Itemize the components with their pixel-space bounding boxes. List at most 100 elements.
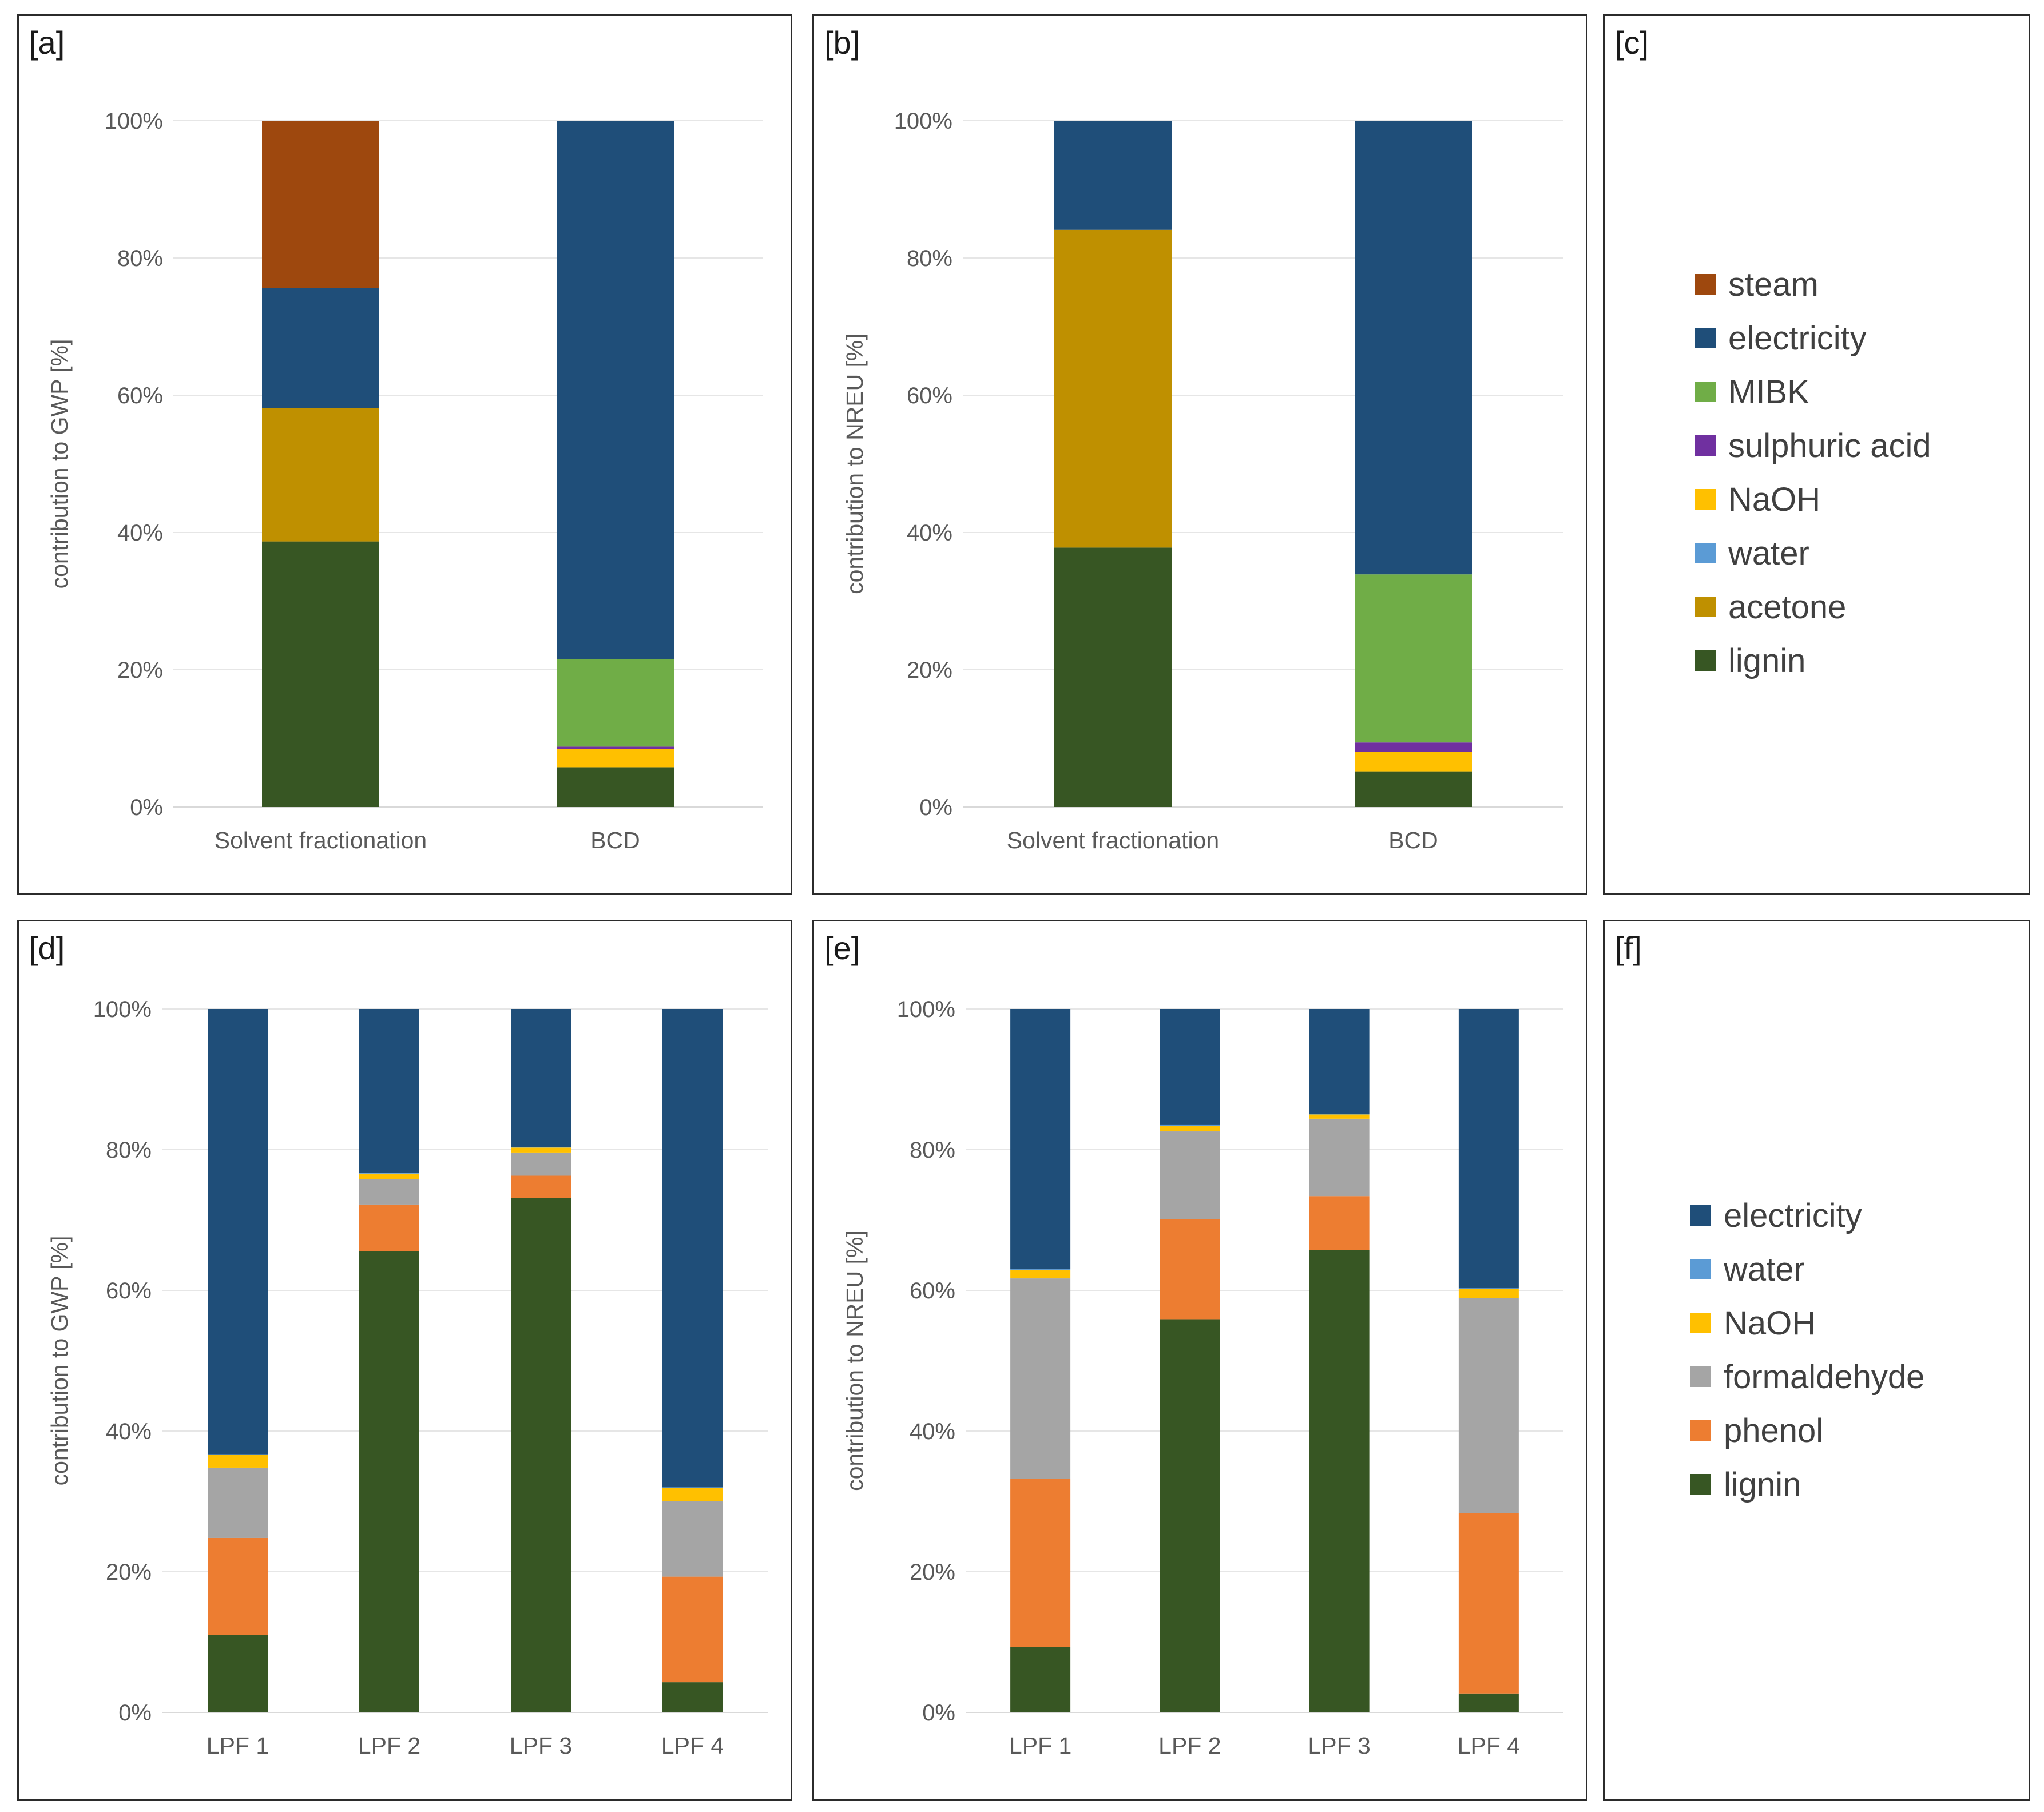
chart-d: 0% 20% 40% 60% 80% 100% contribution to GWP [%… (46, 997, 768, 1759)
legend-item-electricity: electricity (1690, 1189, 1924, 1242)
y-tick-label: 100% (93, 997, 152, 1022)
legend-label: formaldehyde (1724, 1358, 1925, 1396)
legend-swatch (1690, 1313, 1711, 1333)
bar-segment-electricity (1054, 121, 1172, 230)
bar-segment-naoh (359, 1173, 419, 1179)
legend-item-naoh: NaOH (1695, 472, 1931, 526)
y-tick-label: 80% (117, 246, 163, 271)
bar-segment-lignin (262, 541, 379, 807)
bar-segment-naoh (557, 749, 674, 768)
y-axis-label: contribution to NREU [%] (842, 333, 868, 594)
legend-item-steam: steam (1695, 257, 1931, 311)
legend-label: electricity (1728, 319, 1867, 357)
bar-segment-formaldehyde (511, 1152, 571, 1176)
bar-segment-acetone (262, 408, 379, 542)
bar-segment-electricity (359, 1009, 419, 1173)
y-tick-label: 40% (106, 1419, 152, 1444)
bar-segment-naoh (208, 1455, 268, 1468)
bar-segment-electricity (1010, 1009, 1071, 1270)
y-tick-label: 80% (907, 246, 952, 271)
bar-segment-formaldehyde (208, 1467, 268, 1538)
y-tick-label: 20% (907, 658, 952, 683)
bar-segment-naoh (662, 1488, 723, 1501)
category-label: LPF 4 (1458, 1732, 1520, 1759)
legend-item-lignin: lignin (1690, 1457, 1924, 1511)
bar-segment-formaldehyde (1458, 1298, 1519, 1513)
bar-segment-naoh (1309, 1114, 1370, 1119)
category-label: LPF 2 (358, 1732, 420, 1759)
legend-item-phenol: phenol (1690, 1404, 1924, 1457)
category-label: Solvent fractionation (1007, 827, 1220, 853)
legend-item-acetone: acetone (1695, 580, 1931, 634)
panel-f-label: [f] (1615, 930, 1642, 966)
y-tick-label: 20% (117, 658, 163, 683)
bar-segment-phenol (662, 1576, 723, 1683)
y-tick-label: 60% (907, 383, 952, 408)
bar-segment-phenol (1458, 1513, 1519, 1694)
bar-segment-phenol (1160, 1219, 1220, 1320)
legend-swatch (1695, 543, 1716, 563)
category-label: LPF 4 (661, 1732, 724, 1759)
y-tick-label: 0% (919, 795, 952, 820)
legend-item-water: water (1690, 1242, 1924, 1296)
legend-label: phenol (1724, 1412, 1824, 1449)
bar-segment-lignin (1054, 547, 1172, 807)
category-label: LPF 1 (207, 1732, 269, 1759)
bar-segment-lignin (662, 1682, 723, 1712)
bar-segment-acetone (1054, 229, 1172, 548)
bar-segment-mibk (1355, 574, 1472, 743)
bar-segment-formaldehyde (1309, 1118, 1370, 1197)
bar-segment-water (1010, 1269, 1071, 1270)
y-tick-label: 60% (117, 383, 163, 408)
y-tick-label: 80% (106, 1138, 152, 1163)
category-label: LPF 1 (1009, 1732, 1071, 1759)
y-axis-label: contribution to GWP [%] (46, 339, 73, 589)
bar-segment-formaldehyde (359, 1179, 419, 1205)
category-label: Solvent fractionation (215, 827, 427, 853)
bar-segment-water (1160, 1124, 1220, 1126)
bar-segment-electricity (557, 121, 674, 659)
legend-swatch (1695, 435, 1716, 456)
bar-segment-phenol (1010, 1479, 1071, 1647)
panel-b-label: [b] (824, 25, 860, 61)
legend-swatch (1695, 274, 1716, 295)
category-label: LPF 2 (1158, 1732, 1221, 1759)
legend-swatch (1690, 1259, 1711, 1279)
y-tick-label: 0% (118, 1700, 152, 1726)
legend-swatch (1695, 382, 1716, 402)
category-label: BCD (1388, 827, 1438, 853)
y-axis-label: contribution to GWP [%] (46, 1236, 73, 1486)
y-tick-label: 0% (130, 795, 163, 820)
bar-segment-lignin (1458, 1693, 1519, 1712)
panel-c: [c] steam electricity MIBK sulphuric acid Na… (1603, 14, 2030, 895)
panel-d-label: [d] (29, 930, 65, 966)
legend-label: water (1728, 534, 1809, 572)
legend-label: MIBK (1728, 373, 1809, 411)
bar-segment-phenol (511, 1175, 571, 1198)
y-tick-label: 100% (894, 109, 952, 134)
bar-segment-formaldehyde (1160, 1131, 1220, 1219)
legend-item-lignin: lignin (1695, 634, 1931, 688)
legend-swatch (1695, 650, 1716, 671)
y-axis-label: contribution to NREU [%] (842, 1230, 868, 1491)
bar-segment-phenol (1309, 1196, 1370, 1250)
legend-item-electricity: electricity (1695, 311, 1931, 365)
panel-d: [d] 0% 20% 40% 60% 80% 100% contribution to GW… (17, 920, 792, 1801)
bar-segment-formaldehyde (662, 1501, 723, 1577)
legend-f: electricity water NaOH formaldehyde phenol li… (1690, 1189, 1924, 1511)
legend-item-sulphuric-acid: sulphuric acid (1695, 419, 1931, 472)
panel-a: [a] 0% 20% 40% 60% 80% 100% contribution to GW… (17, 14, 792, 895)
bar-segment-lignin (557, 767, 674, 807)
bar-segment-electricity (662, 1009, 723, 1488)
bar-segment-electricity (1160, 1009, 1220, 1125)
legend-swatch (1695, 597, 1716, 617)
bar-segment-lignin (1309, 1250, 1370, 1712)
legend-swatch (1690, 1474, 1711, 1495)
bar-segment-naoh (1355, 752, 1472, 772)
bar-segment-phenol (359, 1204, 419, 1251)
legend-item-water: water (1695, 526, 1931, 580)
bar-segment-lignin (1160, 1319, 1220, 1712)
chart-b: 0% 20% 40% 60% 80% 100% contribution to NREU [… (842, 109, 1563, 853)
legend-label: electricity (1724, 1197, 1862, 1234)
chart-a: 0% 20% 40% 60% 80% 100% contribution to GWP [%… (46, 109, 763, 853)
